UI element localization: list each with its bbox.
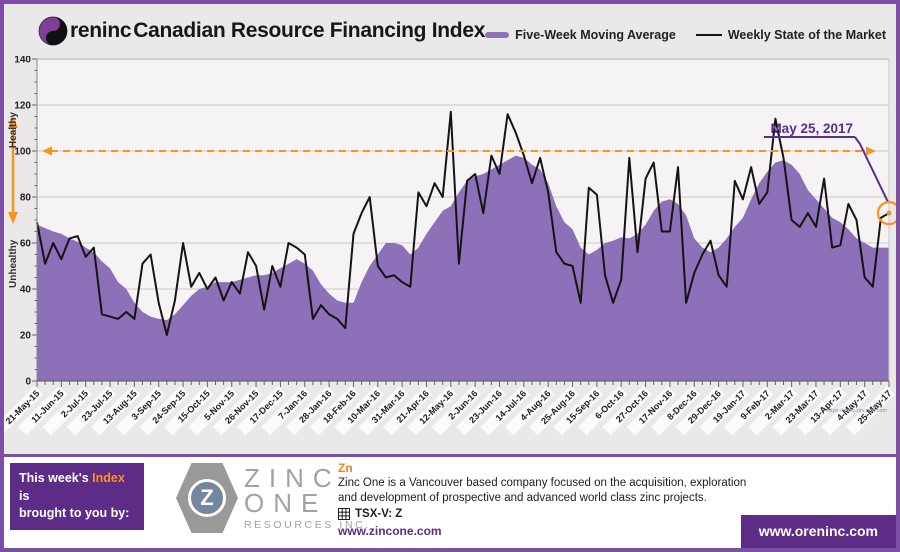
legend-label: Weekly State of the Market (727, 28, 886, 42)
line-swatch-icon (695, 34, 722, 36)
x-tick-label-bg (431, 385, 482, 436)
healthy-axis-label: Healthy (8, 112, 19, 149)
resources-word: RESOURCES INC. (244, 518, 371, 531)
threshold-left-arrow-icon (42, 146, 52, 156)
weekly-line-series (36, 110, 890, 336)
sponsor-description-block: Zn Zinc One is a Vancouver based company… (338, 461, 746, 539)
x-tick-label-bg (42, 385, 92, 436)
y-tick-label: 60 (20, 239, 32, 250)
unhealthy-axis-label: Unhealthy (8, 239, 19, 288)
sponsor-description-line2: and development of prospective and advan… (338, 492, 707, 505)
ticker-label: TSX-V: Z (355, 507, 403, 520)
element-symbol: Zn (338, 461, 353, 475)
chart-header: reninc Canadian Resource Financing Index… (4, 4, 896, 56)
x-tick-label-bg (553, 385, 604, 436)
zincone-website-link[interactable]: www.zincone.com (338, 523, 442, 538)
one-word: ONE (244, 487, 328, 518)
x-tick-label-bg (626, 385, 677, 436)
x-tick-label-bg (529, 385, 579, 436)
x-tick-label-bg (188, 385, 238, 436)
x-tick-label-bg (212, 385, 263, 436)
x-tick-label-bg (772, 385, 823, 436)
x-tick-label-bg (334, 385, 384, 436)
ticker-row: TSX-V: Z (338, 507, 746, 522)
x-tick-label-bg (285, 385, 336, 436)
legend-item-moving-average: Five-Week Moving Average (485, 28, 676, 42)
x-tick-label-bg (383, 385, 433, 436)
index-chart: 0 20 40 60 80 100 120 140 21-May-15 11-Jun-15 2-Ju… (0, 55, 900, 459)
stock-grid-icon (338, 508, 350, 521)
zinc-wordmark: ZINC ONE RESOURCES INC. (244, 462, 371, 531)
x-tick-label-bg (821, 385, 871, 436)
x-tick-label-bg (577, 385, 628, 436)
area-swatch-icon (485, 32, 510, 38)
watermark-url[interactable]: https://www.zincone.com (826, 408, 887, 414)
latest-point-highlight (876, 201, 900, 226)
legend-label: Five-Week Moving Average (515, 28, 676, 42)
oreninc-logo-icon (38, 16, 68, 46)
x-tick-label-bg (748, 385, 798, 436)
threshold-right-arrow-icon (866, 146, 876, 156)
zinc-z-icon: Z (188, 479, 226, 517)
page-title: reninc Canadian Resource Financing Index (38, 16, 485, 46)
x-tick-label-bg (675, 385, 725, 436)
y-tick-label: 140 (14, 56, 31, 66)
y-tick-label: 100 (14, 147, 31, 158)
latest-point-dot (886, 210, 892, 216)
x-tick-label-bg (602, 385, 652, 436)
x-tick-label-bg (480, 385, 531, 436)
x-tick-label-bg (504, 385, 555, 436)
index-chart-svg: 02040608010012014021-May-1511-Jun-152-Ju… (0, 55, 900, 436)
index-highlight: Index (92, 471, 125, 485)
arrow-down-icon (8, 212, 18, 224)
x-tick-label-bg (237, 385, 287, 436)
x-tick-label-bg (456, 385, 506, 436)
ma-area-series (37, 155, 889, 381)
sponsor-intro-line1: This week's Index is (19, 471, 125, 503)
sponsor-description-line1: Zinc One is a Vancouver based company fo… (338, 477, 747, 490)
x-tick-label-bg (845, 385, 896, 436)
y-tick-label: 120 (14, 101, 31, 112)
x-tick-label-bg (139, 385, 190, 436)
sponsor-banner: This week's Index is brought to you by: … (4, 454, 896, 548)
x-tick-label-bg (164, 385, 214, 436)
x-tick-label-bg (407, 385, 458, 436)
chart-legend: Five-Week Moving Average Weekly State of… (485, 28, 886, 42)
x-tick-label-bg (91, 385, 141, 436)
zinc-one-logo: Z ZINC ONE RESOURCES INC. (176, 463, 371, 533)
x-tick-label-bg (358, 385, 409, 436)
sponsor-intro-line2: brought to you by: (19, 506, 130, 520)
y-tick-label: 0 (25, 377, 31, 388)
hexagon-icon: Z (176, 463, 238, 533)
brand-text: reninc (70, 19, 132, 42)
x-tick-label-bg (115, 385, 165, 436)
x-tick-label-bg (66, 385, 117, 436)
title-text: Canadian Resource Financing Index (133, 19, 486, 42)
x-tick-label-bg (650, 385, 701, 436)
latest-date-annotation: May 25, 2017 (770, 121, 853, 136)
annotation-connector-line (854, 136, 889, 203)
y-tick-label: 20 (20, 331, 32, 342)
x-tick-label-bg (261, 385, 311, 436)
x-tick-label-bg (18, 385, 68, 436)
y-tick-label: 80 (20, 193, 32, 204)
chart-panel: reninc Canadian Resource Financing Index… (0, 4, 900, 454)
x-tick-label-bg (723, 385, 774, 436)
zinc-word: ZINC (244, 462, 341, 493)
x-tick-label-bg (310, 385, 360, 436)
arrow-up-icon (8, 116, 18, 128)
sponsor-intro-box: This week's Index is brought to you by: (10, 463, 144, 530)
oreninc-website-link[interactable]: www.oreninc.com (740, 515, 896, 548)
x-tick-label-bg (699, 385, 750, 436)
x-tick-label-bg (0, 385, 44, 436)
legend-item-weekly: Weekly State of the Market (695, 28, 886, 42)
x-tick-label-bg (796, 385, 847, 436)
y-tick-label: 40 (20, 285, 32, 296)
